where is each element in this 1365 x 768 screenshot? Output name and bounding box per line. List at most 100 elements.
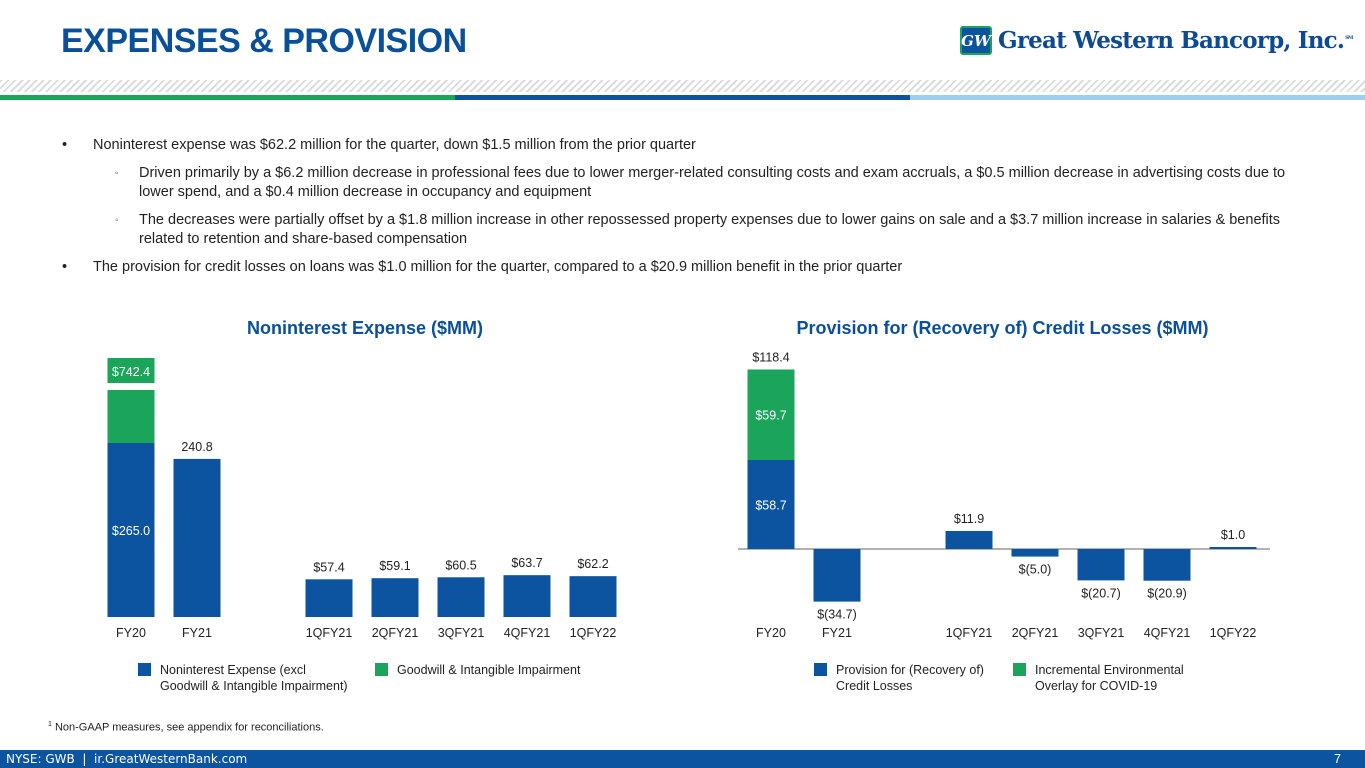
summary-bullets: • Noninterest expense was $62.2 million … — [62, 136, 1322, 286]
logo-trademark: SM — [1345, 35, 1353, 42]
bar-3qfy21-provision — [1077, 549, 1125, 581]
legend-swatch-green — [375, 663, 388, 676]
company-logo: GW Great Western Bancorp, Inc.SM — [960, 26, 1353, 55]
header-band-light-blue — [910, 95, 1365, 100]
bar-fy20-provision — [747, 460, 795, 549]
category-label: FY20 — [116, 626, 146, 640]
bullet-marker: • — [62, 259, 68, 275]
category-label: 1QFY22 — [1210, 626, 1257, 640]
noninterest-expense-chart: $742.4 $265.0 FY20 240.8 FY21 $57.4 1QFY21 $59.… — [107, 358, 617, 640]
bullet-text: Noninterest expense was $62.2 million fo… — [93, 137, 696, 153]
bar-fy20-impairment-cap — [107, 358, 155, 383]
bullet-text: Driven primarily by a $6.2 million decre… — [139, 165, 1286, 200]
provision-chart: $58.7 $59.7 $118.4 FY20 $(34.7) FY21 $11.9 1QFY… — [738, 350, 1270, 640]
legend-label: Goodwill & Intangible Impairment — [397, 663, 581, 677]
legend-label-line1: Provision for (Recovery of) — [836, 663, 984, 677]
legend-label: Provision for (Recovery of) Credit Losses — [836, 662, 984, 694]
bar-1qfy21-provision — [945, 530, 993, 549]
total-label: $118.4 — [752, 350, 789, 364]
bullet-item: • The provision for credit losses on loa… — [62, 258, 1322, 277]
bar-2qfy21-expense — [371, 578, 419, 617]
legend-item-provision: Provision for (Recovery of) Credit Losses — [814, 662, 984, 694]
total-label: $742.4 — [112, 365, 150, 379]
bar-1qfy22-provision — [1209, 547, 1257, 549]
bar-1qfy22-expense — [569, 576, 617, 617]
footnote-marker: 1 — [48, 721, 52, 728]
bullet-marker: • — [62, 137, 68, 153]
bullet-item: • Noninterest expense was $62.2 million … — [62, 136, 1322, 155]
bar-fy21-provision — [813, 549, 861, 602]
category-label: 2QFY21 — [372, 626, 419, 640]
legend-label-line2: Credit Losses — [836, 679, 913, 693]
category-label: FY21 — [182, 626, 212, 640]
bullet-text: The decreases were partially offset by a… — [139, 212, 1281, 247]
legend-swatch-blue — [138, 663, 151, 676]
bar-1qfy21-expense — [305, 579, 353, 617]
data-label: $62.2 — [577, 557, 608, 571]
bar-fy20-impairment — [107, 390, 155, 443]
legend-label-line2: Goodwill & Intangible Impairment) — [160, 679, 348, 693]
footer-bar: NYSE: GWB | ir.GreatWesternBank.com 7 — [0, 750, 1365, 768]
sub-bullet-marker: ◦ — [115, 215, 119, 226]
legend-label-line1: Noninterest Expense (excl — [160, 663, 306, 677]
category-label: 4QFY21 — [504, 626, 551, 640]
category-label: 2QFY21 — [1012, 626, 1059, 640]
sub-bullet-item: ◦ Driven primarily by a $6.2 million dec… — [62, 164, 1322, 202]
data-label: $11.9 — [954, 512, 984, 526]
bar-3qfy21-expense — [437, 577, 485, 617]
bar-fy20-expense — [107, 443, 155, 617]
bar-fy20-covid-overlay — [747, 369, 795, 460]
left-chart-title: Noninterest Expense ($MM) — [246, 318, 484, 338]
bar-2qfy21-provision — [1011, 549, 1059, 557]
category-label: 3QFY21 — [438, 626, 485, 640]
data-label: $59.1 — [379, 559, 410, 573]
legend-label-line1: Incremental Environmental — [1035, 663, 1184, 677]
data-label: $265.0 — [112, 524, 150, 538]
data-label: $(20.7) — [1081, 586, 1121, 600]
right-chart-title: Provision for (Recovery of) Credit Losse… — [796, 318, 1209, 338]
category-label: FY20 — [756, 626, 786, 640]
bar-4qfy21-provision — [1143, 549, 1191, 581]
footnote-text: Non-GAAP measures, see appendix for reco… — [51, 721, 324, 734]
legend-swatch-blue — [814, 663, 827, 676]
footnote: 1 Non-GAAP measures, see appendix for re… — [48, 721, 324, 734]
category-label: FY21 — [822, 626, 852, 640]
footer-ticker-link[interactable]: NYSE: GWB | ir.GreatWesternBank.com — [6, 752, 248, 766]
bullet-text: The provision for credit losses on loans… — [93, 259, 903, 275]
category-label: 1QFY21 — [946, 626, 993, 640]
legend-label: Incremental Environmental Overlay for COV… — [1035, 662, 1184, 694]
legend-item-covid-overlay: Incremental Environmental Overlay for COV… — [1013, 662, 1184, 694]
page-title: EXPENSES & PROVISION — [61, 22, 467, 60]
page-number: 7 — [1334, 752, 1341, 766]
logo-name: Great Western Bancorp, Inc. — [998, 27, 1345, 54]
logo-text: Great Western Bancorp, Inc.SM — [998, 27, 1353, 54]
data-label: $(5.0) — [1019, 563, 1052, 577]
category-label: 3QFY21 — [1078, 626, 1125, 640]
data-label: $63.7 — [511, 556, 542, 570]
data-label: $(34.7) — [817, 608, 857, 622]
legend-swatch-green — [1013, 663, 1026, 676]
legend-item-noninterest-expense: Noninterest Expense (excl Goodwill & Inta… — [138, 662, 348, 694]
category-label: 4QFY21 — [1144, 626, 1191, 640]
data-label: 240.8 — [181, 440, 212, 454]
legend-label: Noninterest Expense (excl Goodwill & Inta… — [160, 662, 348, 694]
header-band-green — [0, 95, 455, 100]
category-label: 1QFY21 — [306, 626, 353, 640]
legend-item-goodwill: Goodwill & Intangible Impairment — [375, 662, 580, 678]
bar-4qfy21-expense — [503, 575, 551, 617]
sub-bullet-marker: ◦ — [115, 168, 119, 179]
segment-label: $59.7 — [755, 409, 786, 423]
gw-logo-icon: GW — [960, 26, 992, 55]
legend-label-line2: Overlay for COVID-19 — [1035, 679, 1158, 693]
data-label: $(20.9) — [1147, 587, 1187, 601]
data-label: $58.7 — [755, 499, 786, 513]
data-label: $57.4 — [313, 560, 344, 574]
header-band-blue — [455, 95, 910, 100]
category-label: 1QFY22 — [570, 626, 617, 640]
header-stripe-divider — [0, 80, 1365, 92]
bar-fy21-expense — [173, 458, 221, 617]
sub-bullet-item: ◦ The decreases were partially offset by… — [62, 211, 1322, 249]
data-label: $1.0 — [1221, 528, 1245, 542]
data-label: $60.5 — [445, 558, 476, 572]
